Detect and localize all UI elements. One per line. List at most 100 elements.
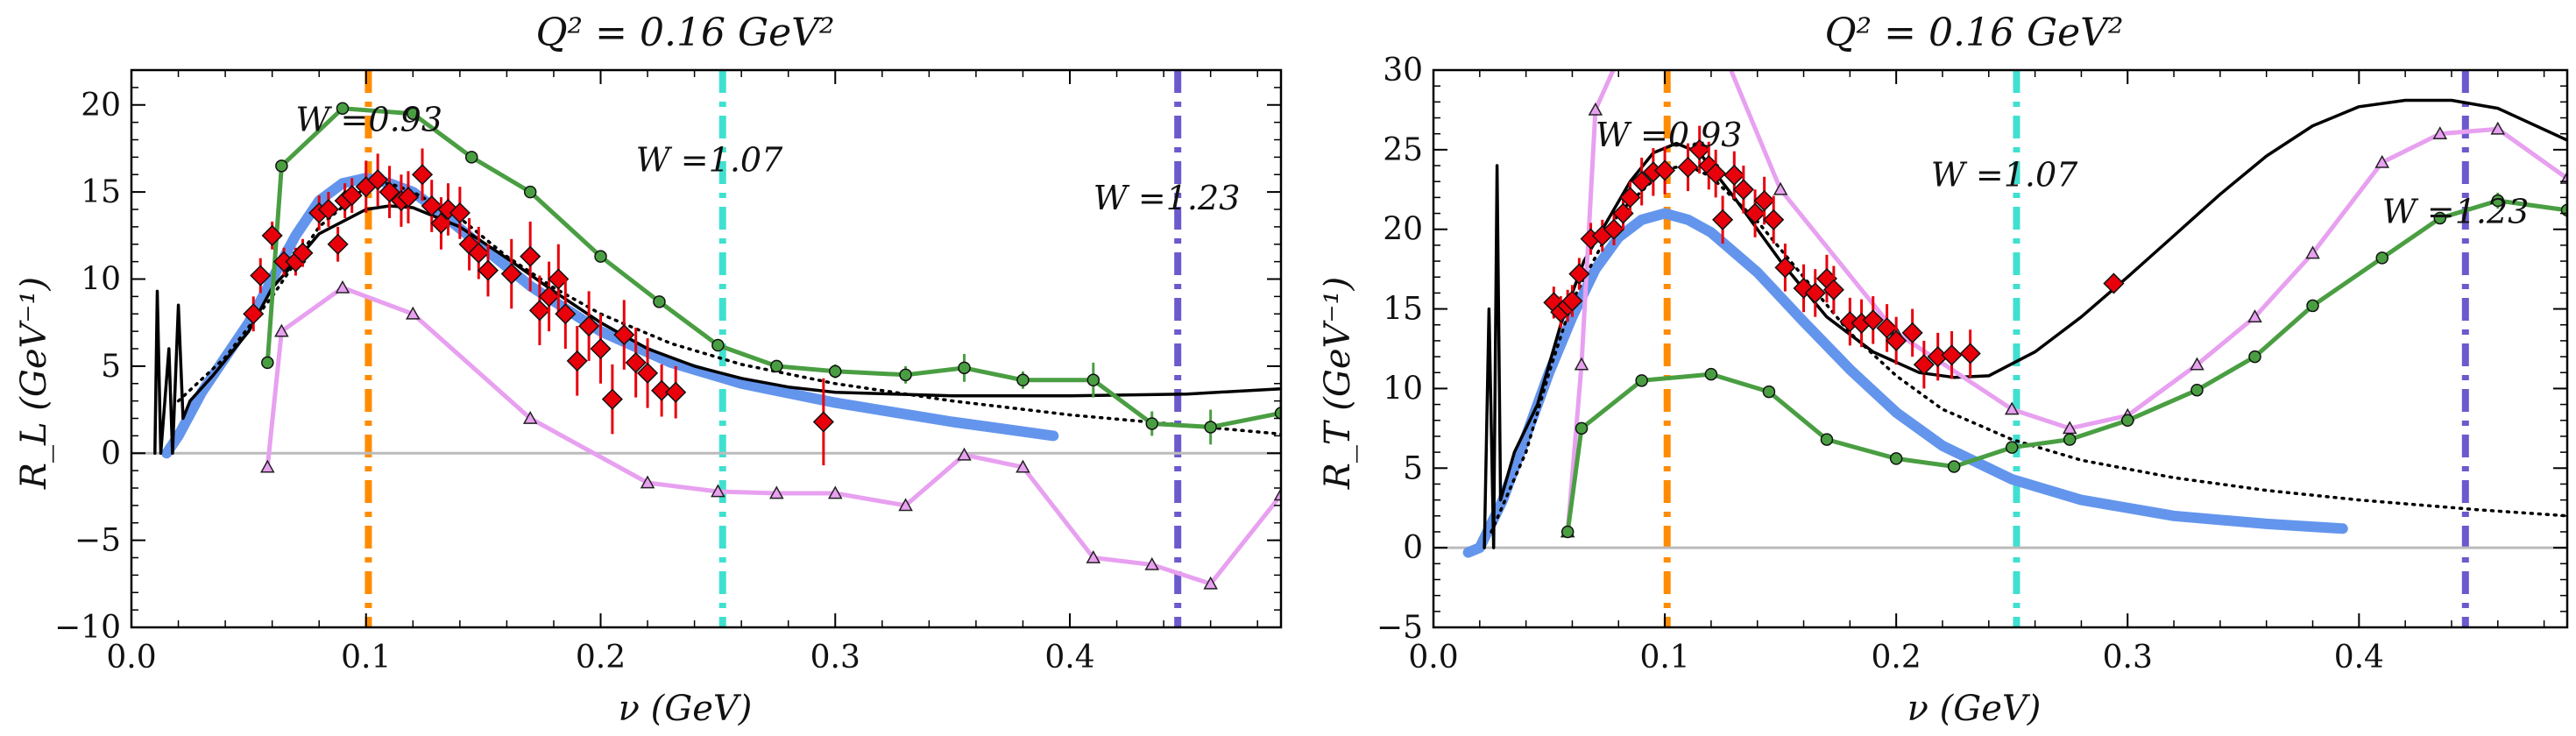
data-point bbox=[1705, 163, 1727, 185]
y-tick-label: 10 bbox=[81, 262, 121, 298]
data-point bbox=[1016, 373, 1030, 387]
y-tick-label: 15 bbox=[1383, 292, 1423, 328]
data-point bbox=[1274, 407, 1281, 420]
data-point bbox=[594, 250, 607, 263]
series-line bbox=[1565, 198, 2567, 533]
data-point bbox=[1561, 290, 1583, 312]
data-point bbox=[275, 159, 288, 173]
reference-line-label: W =0.93 bbox=[295, 101, 442, 139]
data-point bbox=[1086, 549, 1101, 563]
data-point bbox=[1723, 164, 1745, 186]
data-point bbox=[336, 102, 350, 115]
data-point bbox=[379, 181, 400, 203]
data-point bbox=[1822, 279, 1844, 301]
data-point bbox=[260, 459, 275, 473]
data-point bbox=[711, 338, 725, 352]
data-point bbox=[899, 368, 912, 382]
chart-title: Q² = 0.16 GeV² bbox=[1824, 11, 2123, 55]
data-point bbox=[2103, 272, 2125, 294]
reference-line-label: W =1.23 bbox=[2382, 192, 2530, 230]
data-point bbox=[2491, 194, 2505, 208]
data-point bbox=[640, 475, 655, 489]
data-point bbox=[2120, 414, 2134, 428]
x-tick-label: 0.1 bbox=[1639, 640, 1689, 676]
data-point bbox=[1705, 16, 1717, 27]
reference-line-label: W =1.07 bbox=[636, 140, 783, 179]
plot-area: W =0.93 W =1.07 W =1.23 0.0 0.1 0.2 0.3 0.4 −10 −… bbox=[54, 68, 1283, 676]
data-point bbox=[1635, 374, 1648, 387]
series-line bbox=[161, 173, 1059, 459]
data-point bbox=[1947, 460, 1961, 473]
reference-line-label: W =1.23 bbox=[1093, 179, 1241, 217]
data-point bbox=[2374, 154, 2390, 168]
data-point bbox=[711, 484, 725, 498]
y-tick-label: 25 bbox=[1383, 132, 1423, 168]
data-point bbox=[1913, 354, 1935, 376]
data-point bbox=[1568, 263, 1590, 285]
y-tick-label: 20 bbox=[81, 88, 121, 124]
series-line bbox=[1565, 70, 2567, 533]
data-point bbox=[292, 242, 314, 264]
data-point bbox=[327, 233, 349, 255]
data-point bbox=[2432, 126, 2448, 140]
data-point bbox=[2190, 383, 2204, 397]
data-point bbox=[1889, 452, 1903, 465]
data-point bbox=[261, 356, 274, 370]
plot-area: W =0.93 W =1.07 W =1.23 0.0 0.1 0.2 0.3 0.4 −5 0 5… bbox=[1376, 0, 2569, 676]
data-point bbox=[464, 151, 478, 164]
data-point bbox=[2190, 357, 2204, 371]
x-tick-label: 0.0 bbox=[1408, 640, 1458, 676]
data-point bbox=[769, 485, 784, 499]
y-tick-label: −5 bbox=[74, 523, 121, 559]
data-point bbox=[523, 185, 537, 199]
data-point bbox=[477, 259, 499, 281]
data-point bbox=[1753, 189, 1775, 212]
data-point bbox=[367, 169, 389, 191]
data-point bbox=[1959, 343, 1981, 364]
data-point bbox=[2490, 121, 2506, 135]
series-layer bbox=[1433, 0, 2567, 627]
data-point bbox=[1763, 209, 1785, 230]
data-point bbox=[1774, 257, 1796, 279]
y-axis-label: R_L (GeV⁻¹) bbox=[14, 277, 54, 490]
data-point bbox=[625, 351, 647, 373]
x-tick-label: 0.0 bbox=[106, 640, 156, 676]
data-point bbox=[1862, 309, 1884, 331]
chart-title: Q² = 0.16 GeV² bbox=[535, 11, 834, 55]
y-tick-label: 30 bbox=[1383, 53, 1423, 88]
y-tick-label: 0 bbox=[101, 435, 121, 471]
data-point bbox=[601, 388, 623, 410]
data-point bbox=[421, 195, 442, 217]
data-point bbox=[1732, 179, 1754, 201]
data-point bbox=[1712, 209, 1734, 230]
data-point bbox=[449, 202, 471, 224]
data-point bbox=[1762, 385, 1776, 399]
data-point bbox=[827, 485, 843, 499]
data-point bbox=[528, 300, 550, 322]
data-point bbox=[520, 245, 541, 267]
data-point bbox=[341, 185, 363, 207]
data-point bbox=[1744, 202, 1766, 224]
data-point bbox=[665, 381, 687, 403]
x-tick-label: 0.3 bbox=[810, 640, 860, 676]
data-point bbox=[898, 498, 913, 512]
x-axis-label: ν (GeV) bbox=[619, 689, 753, 729]
y-tick-label: 15 bbox=[81, 174, 121, 210]
data-point bbox=[1636, 0, 1648, 11]
data-point bbox=[1575, 421, 1589, 435]
x-tick-label: 0.1 bbox=[341, 640, 391, 676]
data-point bbox=[829, 364, 842, 379]
data-point bbox=[2248, 350, 2261, 364]
data-point bbox=[2004, 401, 2020, 415]
x-tick-label: 0.4 bbox=[1044, 640, 1094, 676]
data-point bbox=[2005, 441, 2019, 454]
data-point bbox=[261, 224, 283, 246]
data-point bbox=[1603, 218, 1625, 240]
data-point bbox=[1204, 421, 1217, 434]
data-point bbox=[1086, 373, 1100, 387]
y-tick-label: 0 bbox=[1403, 530, 1423, 566]
data-point bbox=[406, 306, 421, 320]
data-point bbox=[1901, 322, 1923, 343]
series-layer bbox=[131, 70, 1281, 627]
